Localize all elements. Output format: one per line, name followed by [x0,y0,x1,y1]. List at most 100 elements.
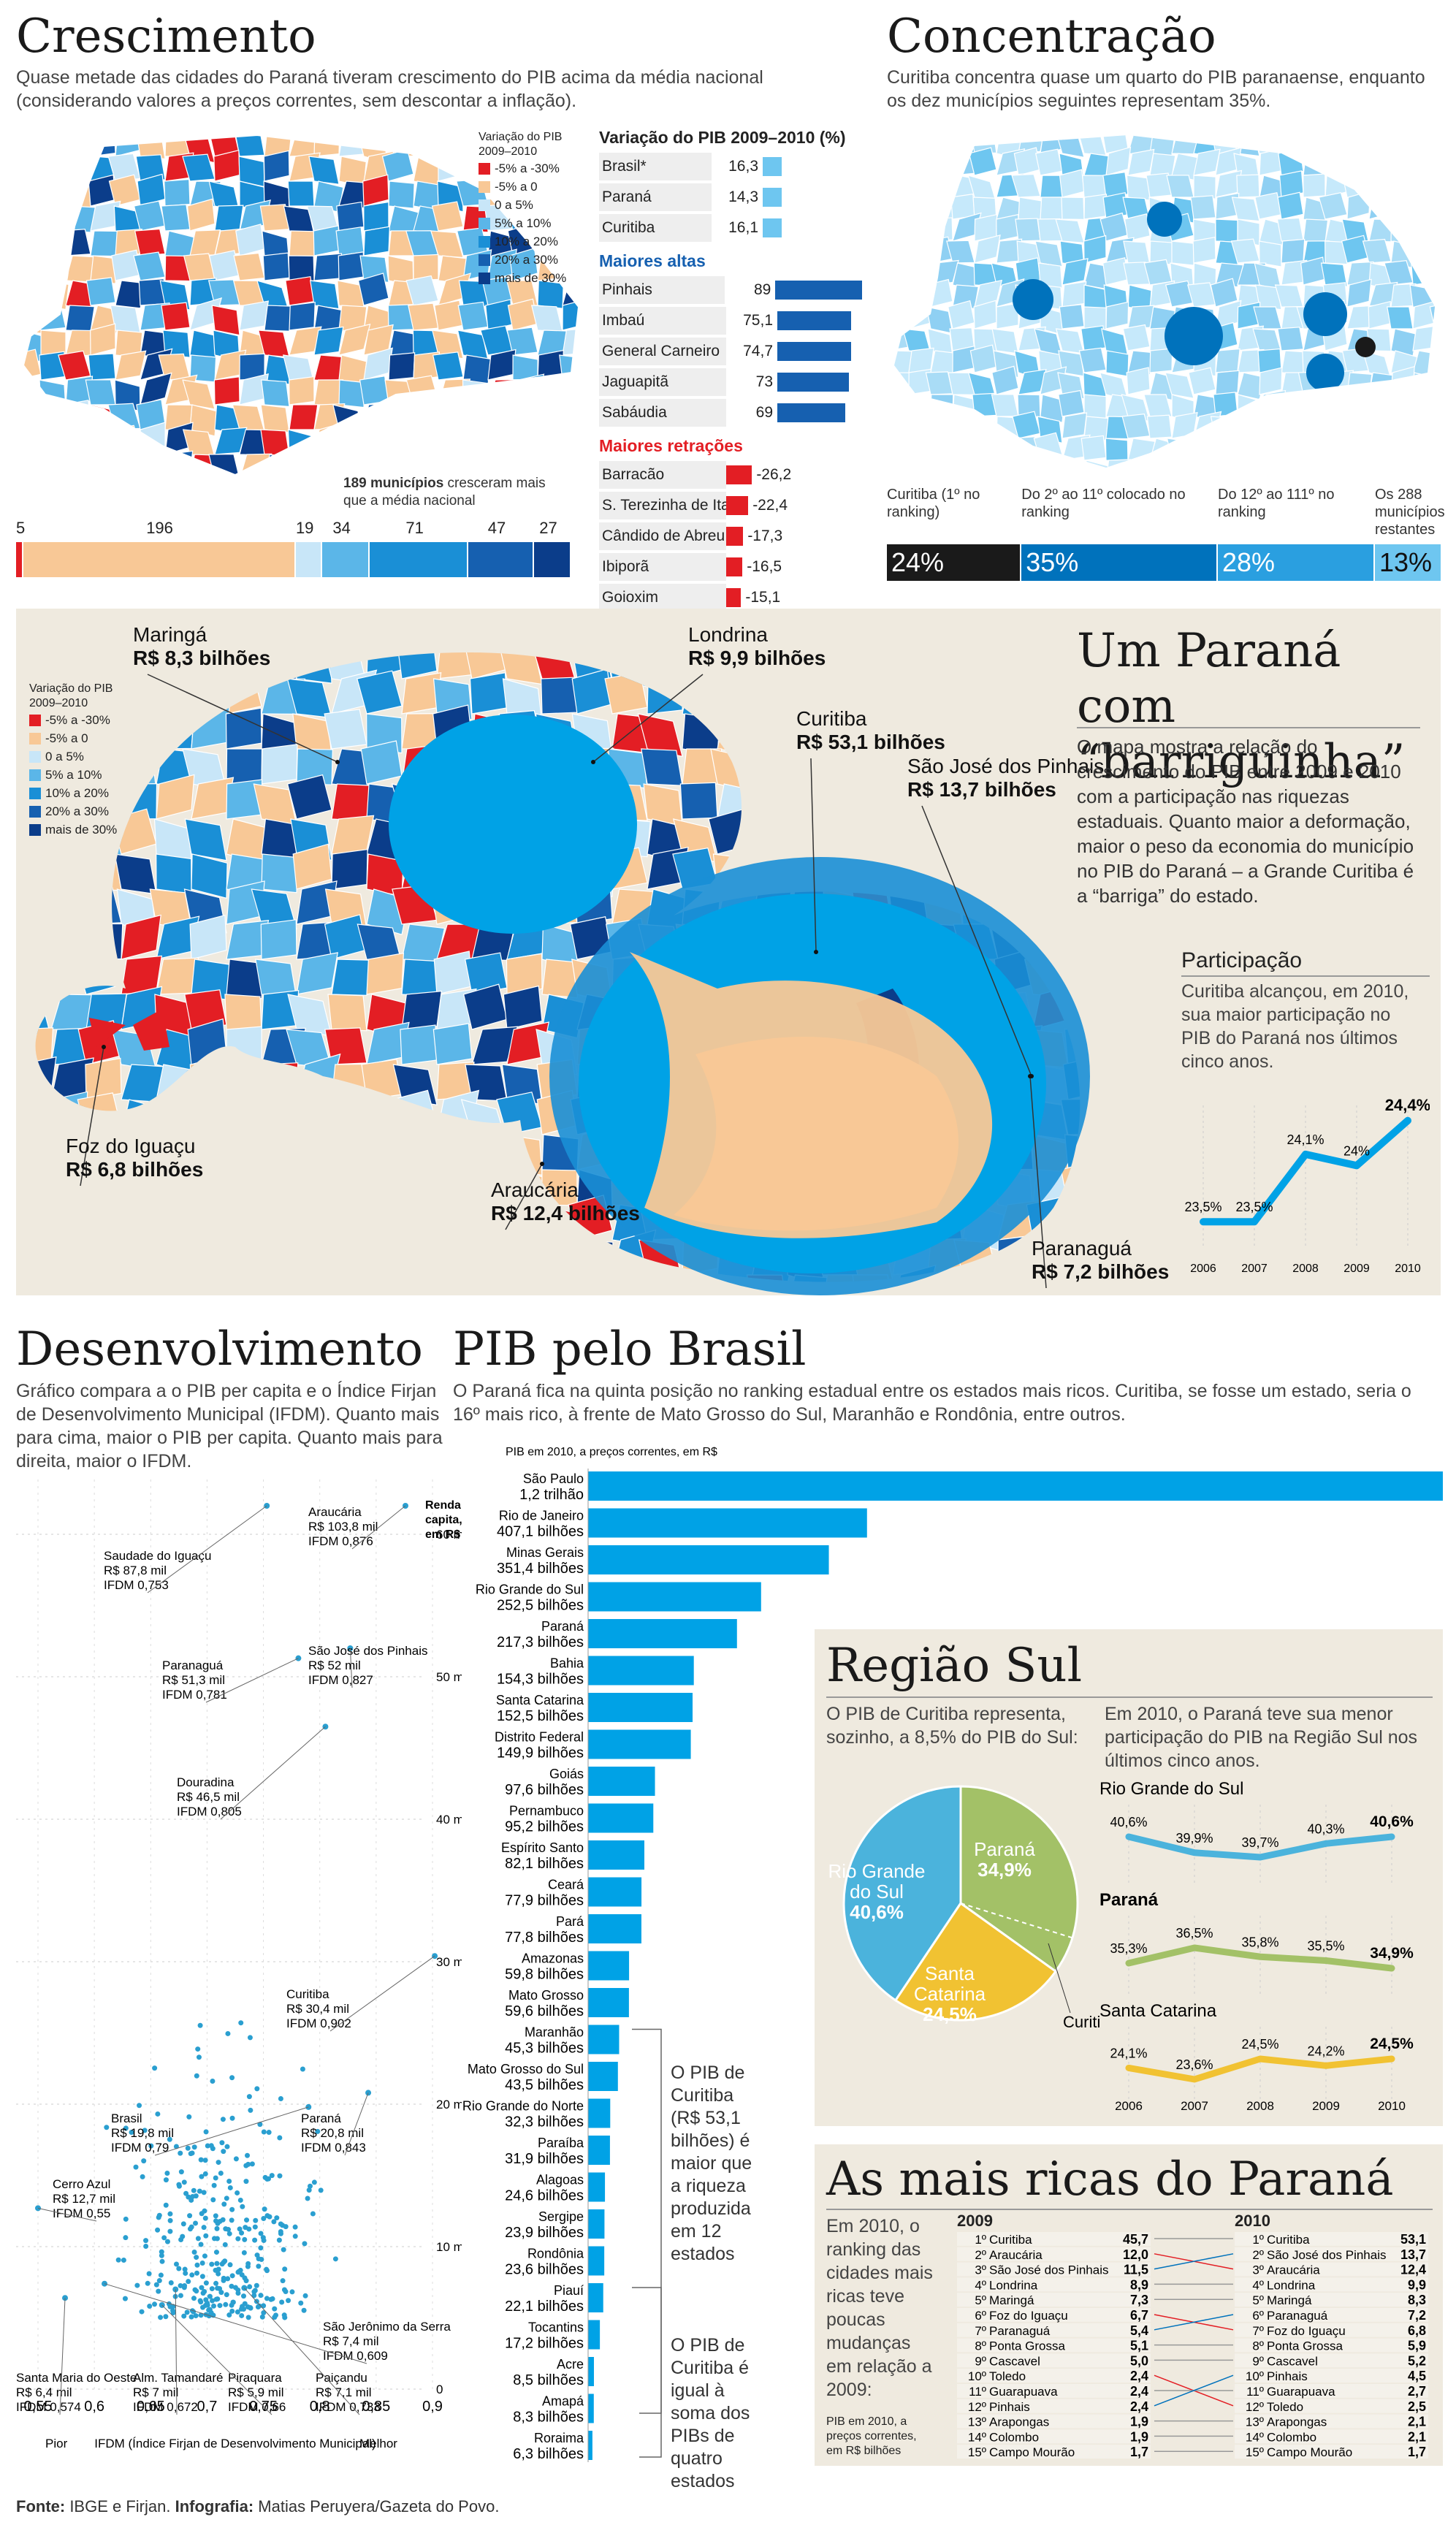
variacao-swatch [763,218,782,237]
municipio-cell [923,438,953,467]
state-value: 95,2 bilhões [505,1819,584,1835]
municipio-cell [1430,460,1435,468]
participacao-title: Participação [1181,948,1303,972]
municipio-cell [1231,197,1260,222]
municipio-point [218,2290,224,2296]
municipio-cell [1303,218,1329,243]
legend-item: -5% a 0 [479,178,581,196]
municipio-point [213,2250,219,2255]
ranking-row [957,2384,1151,2398]
point-label: São José dos Pinhais R$ 52 mil IFDM 0,827 [308,1644,428,1687]
municipio-cell [182,379,216,410]
municipio-cell [1083,235,1107,264]
point-label: 23,5% [1235,1200,1273,1214]
municipio-point [176,2183,182,2189]
municipio-blob [1147,202,1182,237]
leader-line [104,2283,367,2364]
variacao-label: Paraná [599,183,712,211]
y-tick: 30 mil [436,1955,462,1969]
count-label: 196 [146,519,173,537]
municipio-cell [23,230,49,258]
municipio-point [239,2312,245,2318]
municipio-cell [431,201,464,232]
alta-label: Imbaú [599,307,726,335]
municipio-cell [1411,175,1435,204]
municipio-point [202,2289,207,2295]
point-label: 34,9% [1370,1945,1414,1962]
municipio-cell [411,429,439,461]
municipio-cell [1083,394,1107,419]
point-label: 35,3% [1110,1941,1147,1956]
municipio-point [225,2227,231,2233]
rank-position: 10º [968,2369,986,2383]
municipio-cell [287,180,315,207]
municipio-cell [457,301,489,331]
rank-city: Curitiba [989,2233,1032,2247]
barriga-legend: Variação do PIB 2009–2010 -5% a -30% -5%… [29,682,139,839]
rank-city: Londrina [1267,2278,1316,2292]
y-tick: 40 mil [436,1813,462,1827]
municipio-point [259,2256,264,2262]
municipio-cell [952,457,980,468]
municipio-cell [1078,347,1107,373]
y-tick: 0 [436,2383,443,2396]
ranking-row [957,2262,1151,2277]
point-label: Brasil R$ 19,8 mil IFDM 0,79 [111,2111,174,2155]
leader-dot [814,950,818,954]
municipio-cell [1412,325,1435,351]
municipio-point [261,2303,267,2309]
municipio-cell [434,429,464,460]
municipio-cell [1411,135,1435,154]
municipio-cell [1281,135,1306,159]
municipio-cell [1122,324,1151,351]
state-value: 351,4 bilhões [497,1561,584,1577]
municipio-cell [431,330,464,359]
x-tick: 0,65 [137,2399,165,2415]
count-segment [369,542,469,577]
count-segment [533,542,571,577]
municipio-point [159,2252,164,2258]
municipio-cell [487,429,517,459]
point-label: Paiçandu R$ 7,1 mil IFDM 0,733 [316,2371,381,2414]
municipio-point [215,2285,221,2291]
municipio-point [178,2293,183,2299]
municipio-cell [1061,412,1088,439]
municipio-point [247,2035,253,2041]
municipio-point [202,2171,208,2176]
legend-swatch [29,750,41,763]
desenvolvimento-title: Desenvolvimento [16,1322,423,1376]
municipio-cell [161,204,191,232]
ranking-row [1235,2323,1428,2337]
municipio-cell [1102,256,1129,286]
rank-value: 7,2 [1408,2308,1426,2323]
rank-value: 53,1 [1400,2232,1426,2247]
rank-position: 14º [968,2430,986,2444]
municipio-cell [1254,191,1282,220]
municipio-cell [923,135,953,158]
municipio-cell [37,135,66,157]
alta-value: 74,7 [743,343,773,359]
alta-value: 75,1 [743,312,773,329]
municipio-cell [432,1023,473,1065]
retracao-value: -26,2 [756,466,792,483]
variacao-label: Brasil* [599,153,712,180]
rank-position: 13º [1246,2415,1264,2429]
municipio-point [213,2296,219,2302]
retracao-bar [726,588,742,607]
municipio-cell [164,178,191,207]
retracao-value: -15,1 [745,589,781,606]
municipio-cell [1061,281,1087,308]
retracao-label: Goioxim [599,584,726,612]
municipio-cell [34,422,66,455]
curitiba-blob [1355,337,1376,357]
municipio-cell [286,774,332,820]
rank-city: Toledo [1267,2400,1303,2414]
state-name: Alagoas [536,2173,584,2187]
municipio-cell [40,454,73,475]
rank-position: 15º [1246,2445,1264,2459]
municipio-cell [967,175,997,205]
note-12-estados: O PIB de Curitiba (R$ 53,1 bilhões) é ma… [671,2063,752,2264]
state-value: 59,6 bilhões [505,2003,584,2019]
municipio-point [235,2309,240,2315]
x-tick: 0,8 [310,2399,330,2415]
